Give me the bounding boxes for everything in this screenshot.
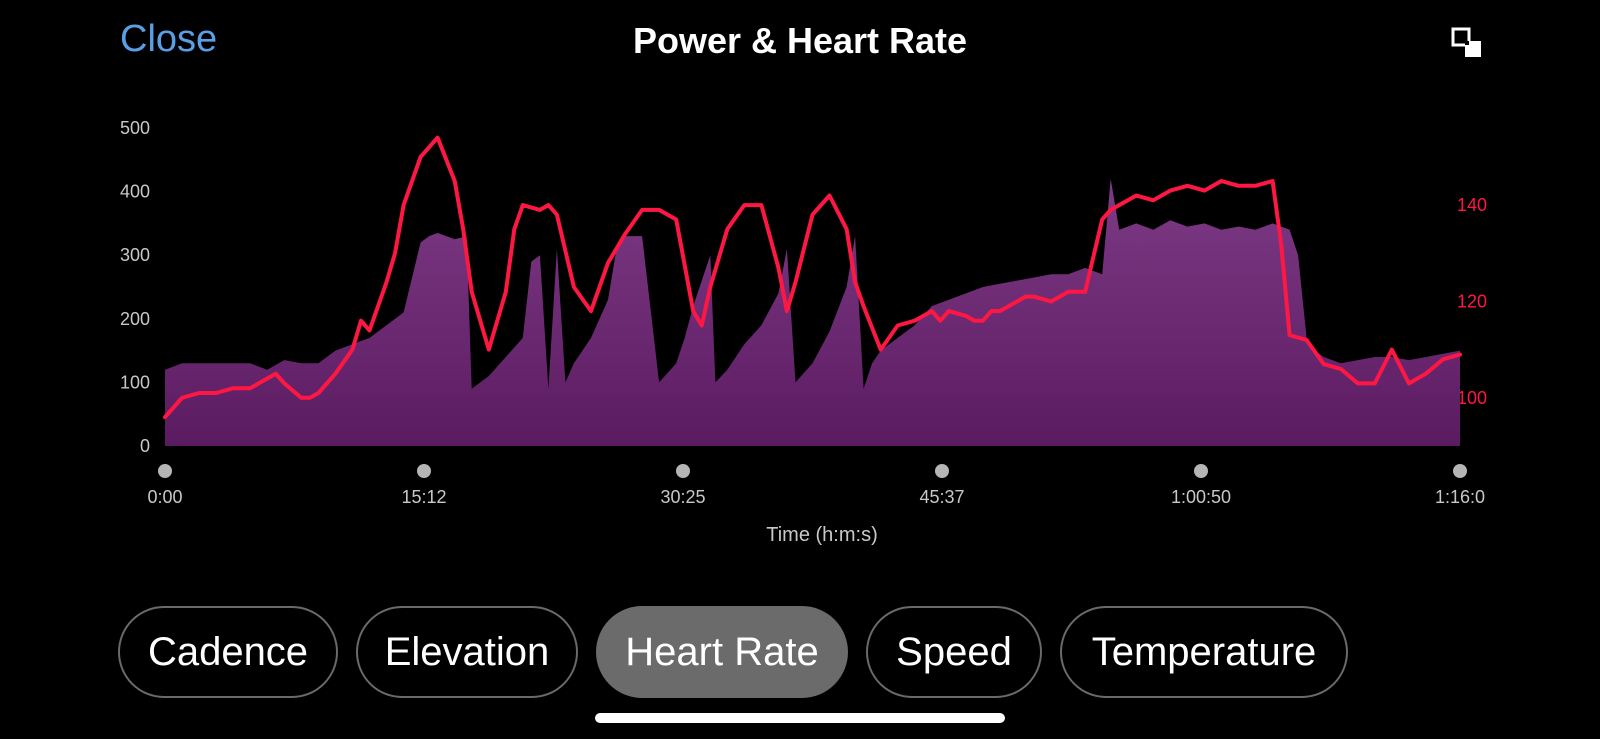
tab-elevation[interactable]: Elevation [356,606,578,698]
home-indicator[interactable] [595,713,1005,723]
y-right-tick-label: 140 [1457,195,1487,215]
y-right-tick-label: 120 [1457,291,1487,311]
x-axis-label: Time (h:m:s) [766,524,877,546]
y-left-tick-label: 400 [120,182,150,202]
y-left-tick-label: 200 [120,309,150,329]
power-area-series [165,178,1460,446]
tab-temperature[interactable]: Temperature [1060,606,1348,698]
x-axis-tick-dot[interactable] [417,464,431,478]
y-left-tick-label: 100 [120,372,150,392]
tab-speed[interactable]: Speed [866,606,1042,698]
page-title: Power & Heart Rate [632,20,968,61]
x-axis-tick-dot[interactable] [676,464,690,478]
fullscreen-toggle-icon[interactable] [1450,26,1484,60]
x-axis-tick-dot[interactable] [935,464,949,478]
x-axis-tick-label: 1:16:0 [1435,487,1485,507]
y-left-tick-label: 300 [120,245,150,265]
x-axis-tick-label: 15:12 [401,487,446,507]
x-axis-tick-label: 45:37 [919,487,964,507]
tab-heart-rate[interactable]: Heart Rate [596,606,848,698]
metric-tabs: Cadence Elevation Heart Rate Speed Temperatu… [118,606,1348,702]
y-right-tick-label: 100 [1457,388,1487,408]
x-axis-tick-label: 1:00:50 [1171,487,1231,507]
x-axis-tick-label: 0:00 [147,487,182,507]
x-axis-tick-dot[interactable] [1453,464,1467,478]
power-heart-rate-chart: 0 100 200 300 400 500 100 120 140 0:00 15:12 30:2… [120,118,1487,546]
y-left-tick-label: 0 [140,436,150,456]
x-axis-tick-dot[interactable] [1194,464,1208,478]
tab-cadence[interactable]: Cadence [118,606,338,698]
close-button[interactable]: Close [120,18,218,60]
x-axis-tick-dot[interactable] [158,464,172,478]
y-left-tick-label: 500 [120,118,150,138]
x-axis-tick-label: 30:25 [660,487,705,507]
heart-rate-line-series [163,135,1462,420]
